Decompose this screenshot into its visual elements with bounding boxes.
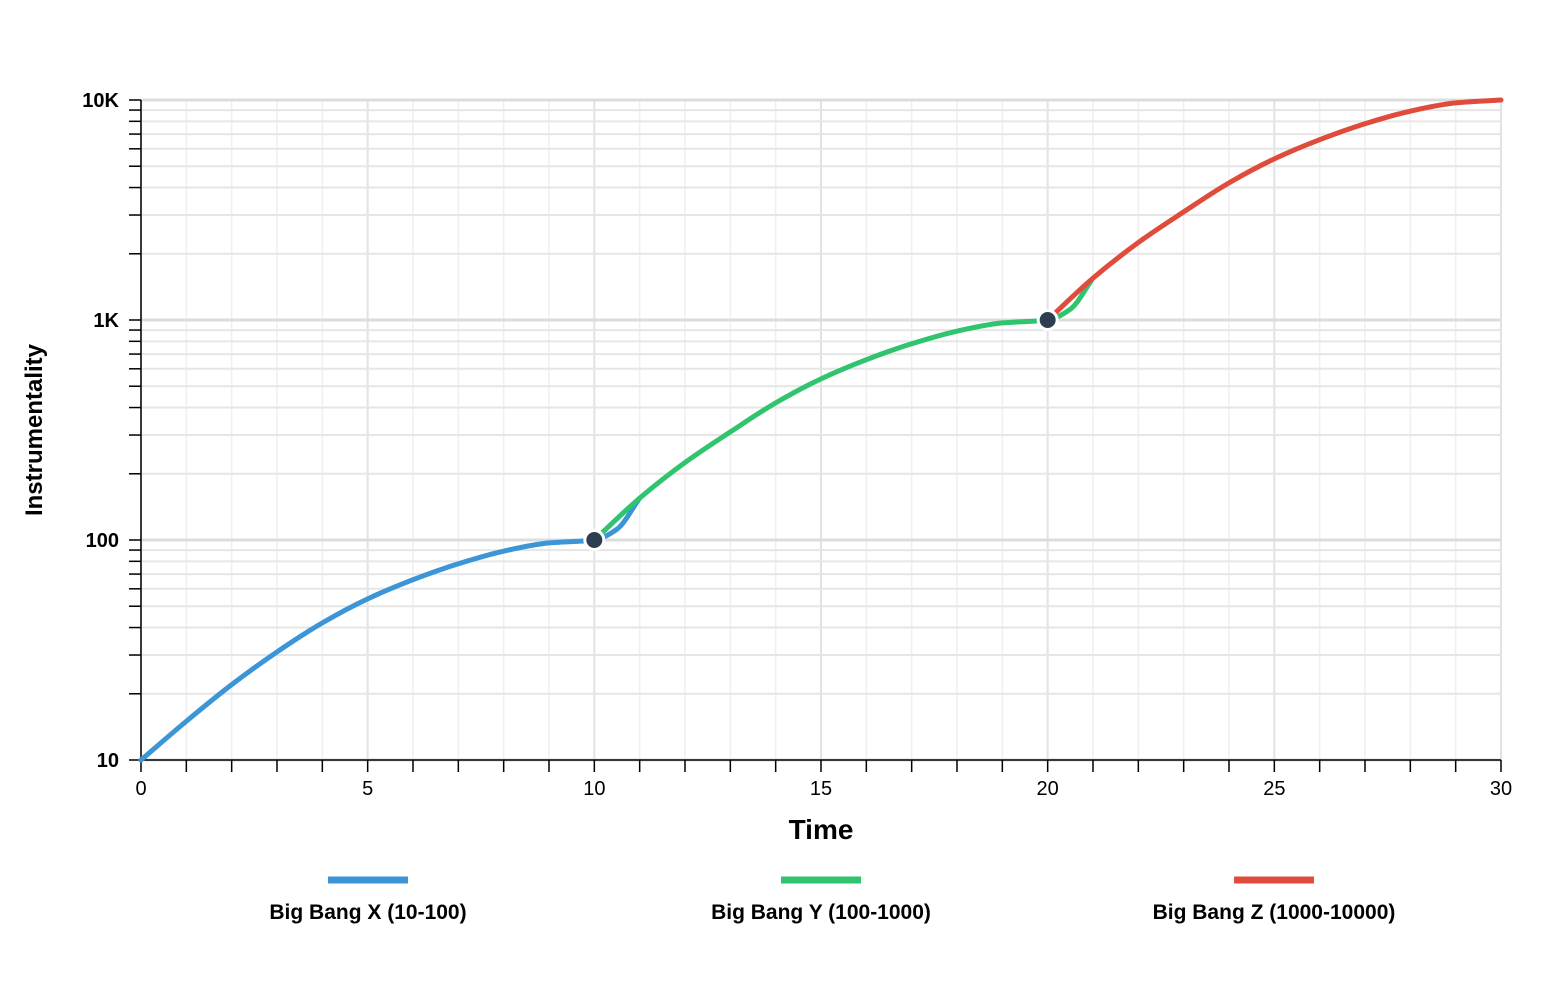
x-axis: 0 5 10 15 20 25 30 — [135, 759, 1512, 800]
x-tick-label: 5 — [362, 778, 373, 800]
y-tick-label: 1K — [93, 310, 119, 332]
x-tick-label: 20 — [1037, 778, 1059, 800]
transition-markers — [583, 309, 1059, 551]
x-tick-label: 30 — [1490, 778, 1512, 800]
y-tick-label: 10 — [97, 750, 119, 772]
legend-label-1: Big Bang Y (100-1000) — [711, 901, 931, 924]
x-tick-label: 10 — [583, 778, 605, 800]
y-axis-title: Instrumentality — [21, 343, 48, 516]
x-tick-label: 0 — [135, 778, 146, 800]
x-tick-label: 15 — [810, 778, 832, 800]
transition-marker — [1036, 309, 1059, 331]
series-line-2 — [1045, 97, 1504, 323]
legend-label-0: Big Bang X (10-100) — [269, 901, 466, 924]
legend: Big Bang X (10-100) Big Bang Y (100-1000)… — [269, 876, 1396, 924]
x-axis-title: Time — [789, 814, 854, 845]
transition-marker — [583, 529, 606, 551]
y-tick-label: 10K — [82, 90, 119, 112]
grid — [140, 98, 1502, 762]
y-axis: 10 100 1K 10K — [82, 90, 142, 772]
x-tick-label: 25 — [1263, 778, 1285, 800]
series-line-1 — [591, 275, 1096, 543]
y-tick-label: 100 — [86, 530, 119, 552]
series-line-0 — [138, 495, 643, 763]
legend-label-2: Big Bang Z (1000-10000) — [1153, 901, 1396, 924]
